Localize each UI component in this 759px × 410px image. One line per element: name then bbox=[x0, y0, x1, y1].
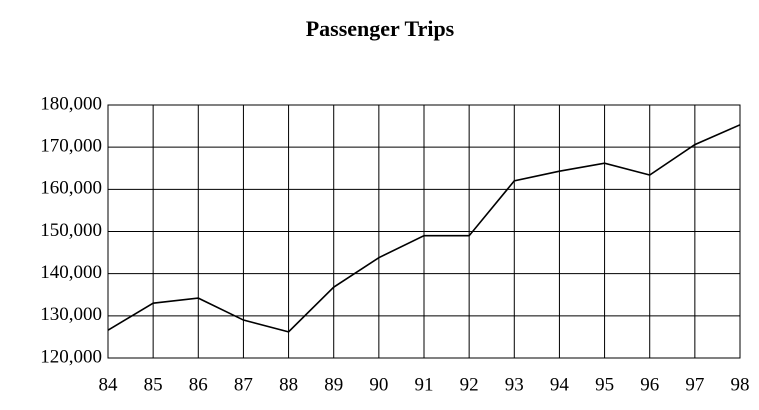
y-tick-label: 180,000 bbox=[40, 93, 102, 114]
x-tick-label: 97 bbox=[685, 374, 704, 395]
chart-title: Passenger Trips bbox=[306, 16, 455, 41]
y-tick-label: 150,000 bbox=[40, 220, 102, 241]
y-tick-label: 140,000 bbox=[40, 262, 102, 283]
x-tick-label: 95 bbox=[595, 374, 614, 395]
x-tick-label: 88 bbox=[279, 374, 298, 395]
x-tick-label: 90 bbox=[369, 374, 388, 395]
x-tick-label: 89 bbox=[324, 374, 343, 395]
y-tick-label: 170,000 bbox=[40, 136, 102, 157]
x-tick-label: 84 bbox=[99, 374, 119, 395]
x-tick-label: 85 bbox=[144, 374, 163, 395]
line bbox=[107, 124, 741, 333]
x-tick-label: 91 bbox=[415, 374, 434, 395]
x-tick-label: 86 bbox=[189, 374, 208, 395]
x-tick-label: 92 bbox=[460, 374, 479, 395]
x-tick-label: 94 bbox=[550, 374, 570, 395]
y-tick-label: 130,000 bbox=[40, 304, 102, 325]
x-tick-label: 87 bbox=[234, 374, 253, 395]
x-tick-label: 98 bbox=[731, 374, 750, 395]
x-tick-label: 96 bbox=[640, 374, 659, 395]
y-tick-label: 120,000 bbox=[40, 346, 102, 367]
x-tick-label: 93 bbox=[505, 374, 524, 395]
y-tick-label: 160,000 bbox=[40, 178, 102, 199]
